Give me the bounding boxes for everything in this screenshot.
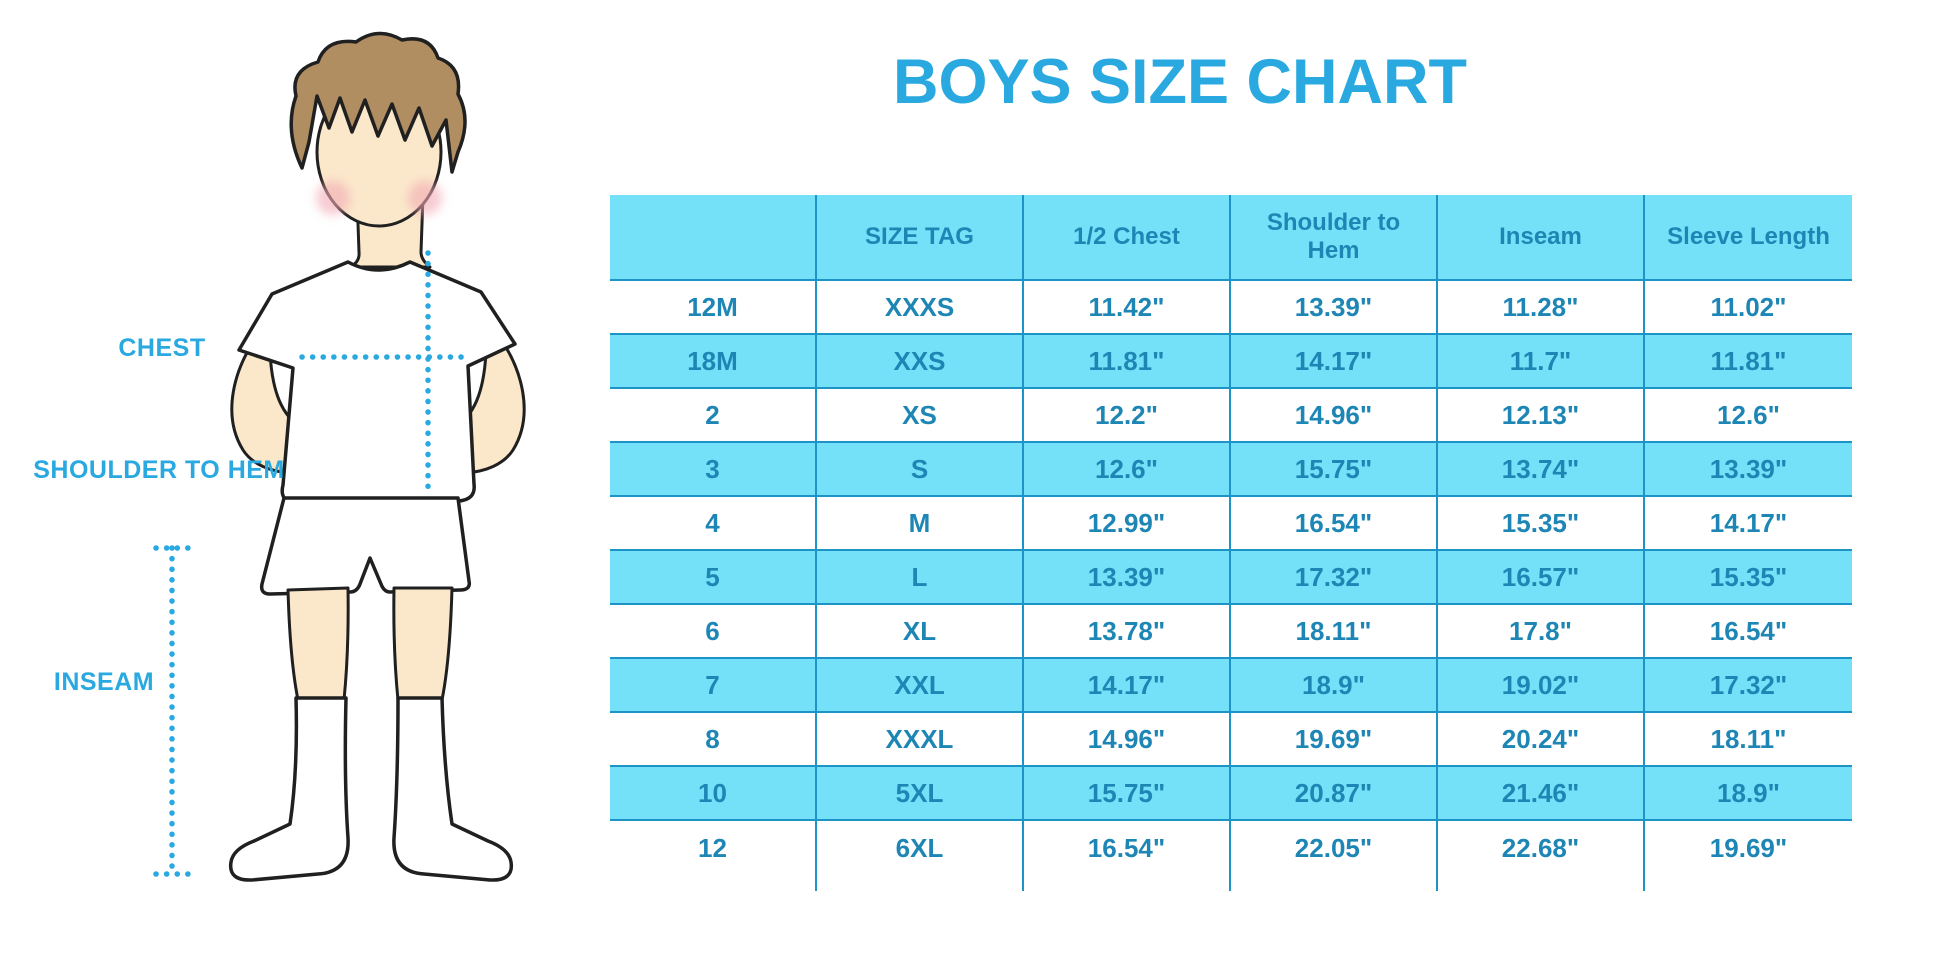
left-arm [230, 328, 304, 475]
column-line-tail [1231, 875, 1438, 891]
page-title: BOYS SIZE CHART [892, 47, 1468, 117]
table-cell: 12.6" [1024, 443, 1231, 497]
table-cell: 15.75" [1231, 443, 1438, 497]
column-line-tail [817, 875, 1024, 891]
table-cell: 5 [610, 551, 817, 605]
table-cell: 19.02" [1438, 659, 1645, 713]
table-cell: 22.68" [1438, 821, 1645, 875]
table-cell: 5XL [817, 767, 1024, 821]
table-cell: 18.9" [1645, 767, 1852, 821]
table-cell: 15.75" [1024, 767, 1231, 821]
left-cheek [316, 181, 350, 215]
table-cell: 14.96" [1231, 389, 1438, 443]
column-line-tail [610, 875, 817, 891]
right-leg [392, 586, 454, 702]
right-sock [392, 696, 514, 882]
table-cell: 16.54" [1231, 497, 1438, 551]
table-cell: 2 [610, 389, 817, 443]
table-cell: 13.74" [1438, 443, 1645, 497]
table-cell: 11.28" [1438, 281, 1645, 335]
table-cell: 13.39" [1645, 443, 1852, 497]
table-cell: 17.32" [1645, 659, 1852, 713]
inseam-measure-line [153, 545, 199, 877]
table-cell: XL [817, 605, 1024, 659]
table-cell: 17.8" [1438, 605, 1645, 659]
table-cell: 14.17" [1231, 335, 1438, 389]
shoulder-to-hem-label: SHOULDER TO HEM [33, 456, 285, 484]
table-cell: S [817, 443, 1024, 497]
table-cell: 22.05" [1231, 821, 1438, 875]
table-cell: XS [817, 389, 1024, 443]
table-cell: 11.42" [1024, 281, 1231, 335]
column-header [610, 195, 817, 281]
table-cell: 15.35" [1438, 497, 1645, 551]
table-cell: 12 [610, 821, 817, 875]
left-leg [286, 586, 350, 702]
table-cell: XXL [817, 659, 1024, 713]
table-cell: 10 [610, 767, 817, 821]
table-cell: 11.81" [1024, 335, 1231, 389]
table-cell: 15.35" [1645, 551, 1852, 605]
hair [289, 31, 467, 174]
table-cell: 11.81" [1645, 335, 1852, 389]
table-cell: 13.39" [1231, 281, 1438, 335]
table-cell: M [817, 497, 1024, 551]
table-cell: 18.11" [1231, 605, 1438, 659]
table-cell: 13.78" [1024, 605, 1231, 659]
table-cell: XXXL [817, 713, 1024, 767]
table-cell: 14.17" [1024, 659, 1231, 713]
table-cell: 20.24" [1438, 713, 1645, 767]
table-cell: 18.11" [1645, 713, 1852, 767]
table-cell: 19.69" [1231, 713, 1438, 767]
inseam-label: INSEAM [53, 668, 155, 696]
column-line-tail [1645, 875, 1852, 891]
table-cell: 18.9" [1231, 659, 1438, 713]
boys-size-table: SIZE TAG 1/2 Chest Shoulder to Hem Inseam Sl… [610, 195, 1852, 891]
table-cell: 11.02" [1645, 281, 1852, 335]
boy-illustration [153, 31, 526, 882]
table-cell: 7 [610, 659, 817, 713]
chest-label: CHEST [118, 334, 206, 362]
table-cell: 3 [610, 443, 817, 497]
left-sock [228, 696, 350, 882]
table-cell: L [817, 551, 1024, 605]
table-cell: 4 [610, 497, 817, 551]
column-line-tail [1438, 875, 1645, 891]
column-header: 1/2 Chest [1024, 195, 1231, 281]
table-cell: 12.6" [1645, 389, 1852, 443]
table-cell: 11.7" [1438, 335, 1645, 389]
column-header: Sleeve Length [1645, 195, 1852, 281]
table-cell: 13.39" [1024, 551, 1231, 605]
table-cell: 12M [610, 281, 817, 335]
table-cell: 18M [610, 335, 817, 389]
table-cell: 16.54" [1024, 821, 1231, 875]
table-cell: XXXS [817, 281, 1024, 335]
table-cell: XXS [817, 335, 1024, 389]
column-header: SIZE TAG [817, 195, 1024, 281]
table-cell: 21.46" [1438, 767, 1645, 821]
table-cell: 16.57" [1438, 551, 1645, 605]
table-cell: 12.2" [1024, 389, 1231, 443]
column-line-tail [1024, 875, 1231, 891]
table-cell: 12.99" [1024, 497, 1231, 551]
table-cell: 12.13" [1438, 389, 1645, 443]
right-cheek [408, 181, 442, 215]
table-cell: 16.54" [1645, 605, 1852, 659]
boy-measurement-figure: CHEST SHOULDER TO HEM INSEAM [0, 0, 560, 973]
column-header: Shoulder to Hem [1231, 195, 1438, 281]
table-cell: 6XL [817, 821, 1024, 875]
table-cell: 19.69" [1709, 832, 1788, 863]
table-cell: 14.96" [1024, 713, 1231, 767]
shorts [259, 496, 472, 596]
table-cell: 20.87" [1231, 767, 1438, 821]
table-cell: 8 [610, 713, 817, 767]
column-header: Inseam [1438, 195, 1645, 281]
table-cell: 17.32" [1231, 551, 1438, 605]
table-cell: 14.17" [1645, 497, 1852, 551]
table-cell: 6 [610, 605, 817, 659]
